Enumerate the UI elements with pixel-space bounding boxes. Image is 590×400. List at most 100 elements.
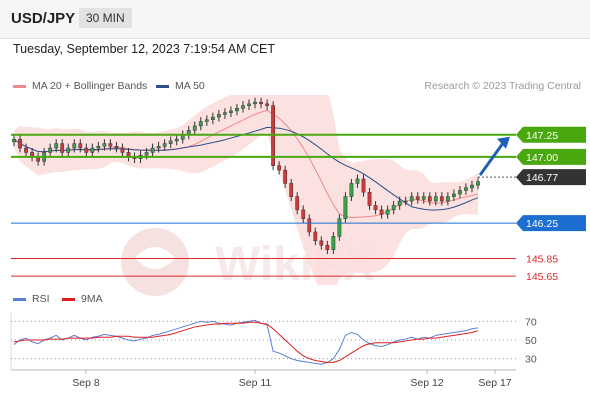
timeframe-button[interactable]: 30 MIN [79, 8, 132, 28]
candle [54, 139, 59, 153]
candle [421, 192, 426, 204]
candle-body [361, 178, 366, 193]
legend-rsi: RSI [13, 293, 50, 305]
candle [223, 108, 227, 119]
candle-body [295, 196, 300, 211]
candle [156, 141, 161, 153]
candle [235, 103, 239, 116]
rsi-tick-label: 50 [525, 335, 537, 347]
candle-body [367, 191, 372, 206]
candle-body [307, 218, 312, 233]
candle [204, 115, 209, 126]
candle [168, 136, 173, 149]
candle [409, 192, 414, 206]
candle [78, 139, 83, 153]
rsi-tick-70: 70 [11, 316, 537, 328]
candle [319, 236, 324, 250]
candle [277, 161, 282, 175]
candle-body [162, 143, 167, 147]
candle-body [60, 143, 65, 153]
candle-body [96, 146, 101, 149]
candle-body [445, 196, 450, 202]
candle-body [78, 143, 83, 149]
candle [259, 97, 263, 109]
candle-body [403, 200, 408, 203]
candle [458, 186, 462, 199]
forecast-arrow-head [497, 136, 510, 149]
candle-body [114, 146, 119, 149]
candle [331, 231, 336, 255]
candle [476, 177, 480, 190]
level-label: 147.25 [526, 130, 558, 142]
candle [241, 101, 245, 113]
candle-body [210, 116, 215, 120]
candle [445, 192, 450, 206]
candle [192, 121, 197, 135]
candle-body [379, 209, 384, 215]
candle-body [198, 121, 203, 127]
candle [403, 196, 408, 206]
forecast-arrow [478, 136, 510, 177]
rsi-line [13, 319, 479, 365]
candle-body [331, 236, 336, 250]
candle-body [223, 112, 227, 115]
datetime-label: Tuesday, September 12, 2023 7:19:54 AM C… [13, 42, 275, 56]
rsi-ma9-line [13, 321, 479, 363]
candle-body [464, 187, 468, 191]
candle-body [90, 147, 95, 153]
candle-body [385, 209, 390, 215]
candle-body [259, 101, 263, 105]
level-tag [516, 126, 586, 143]
level-label: 145.85 [526, 253, 558, 265]
candle-body [108, 143, 113, 147]
forecast-arrow-shaft [478, 140, 506, 177]
candle [12, 134, 16, 147]
candle-body [247, 103, 251, 106]
candle-body [397, 200, 402, 206]
ma20-swatch [13, 84, 26, 88]
candle-body [229, 110, 233, 113]
x-tick-label: Sep 17 [478, 377, 511, 389]
bollinger-band [14, 95, 478, 285]
candle [367, 187, 372, 210]
legend-ma50: MA 50 [156, 80, 205, 92]
candle-body [427, 196, 432, 202]
candle-body [476, 181, 480, 186]
top-bar: USD/JPY 30 MIN [0, 0, 590, 39]
rsi-tick-50: 50 [11, 335, 537, 347]
candle-body [391, 205, 396, 211]
candle [452, 189, 456, 202]
candle [48, 143, 53, 157]
current-price: 146.77 [478, 169, 586, 186]
candle [355, 174, 360, 188]
candle-body [325, 244, 330, 250]
candle [433, 192, 438, 206]
candle-body [458, 190, 462, 195]
candle-body [12, 138, 16, 143]
candle-body [54, 143, 59, 149]
x-tick-sep-12: Sep 12 [410, 370, 444, 389]
candle-body [24, 147, 28, 153]
candle [361, 174, 366, 197]
level-label: 146.25 [526, 218, 558, 230]
candle-body [72, 143, 77, 149]
x-tick-sep-8: Sep 8 [72, 370, 100, 389]
candle-body [66, 147, 71, 153]
candle-body [216, 114, 221, 118]
candle-body [241, 105, 245, 109]
candle [84, 143, 89, 157]
candle-body [277, 165, 282, 171]
candle-body [415, 196, 420, 200]
rsi-swatch [13, 297, 26, 301]
candle [301, 205, 306, 224]
x-tick-label: Sep 12 [410, 377, 443, 389]
candle [385, 205, 390, 219]
candle-body [343, 196, 348, 219]
candle-body [313, 231, 318, 242]
candle-body [319, 240, 324, 246]
candle-body [265, 103, 269, 106]
candle [289, 178, 294, 202]
candle [66, 143, 71, 157]
candle [24, 143, 28, 157]
